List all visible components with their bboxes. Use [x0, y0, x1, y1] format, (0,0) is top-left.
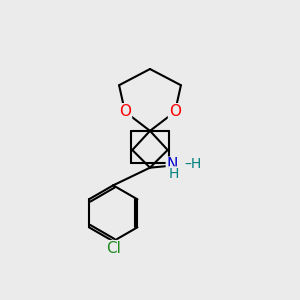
Text: –H: –H — [185, 157, 202, 171]
Text: H: H — [168, 167, 179, 181]
Text: N: N — [167, 157, 178, 172]
Text: Cl: Cl — [106, 241, 121, 256]
Text: O: O — [119, 104, 131, 119]
Text: O: O — [169, 104, 181, 119]
